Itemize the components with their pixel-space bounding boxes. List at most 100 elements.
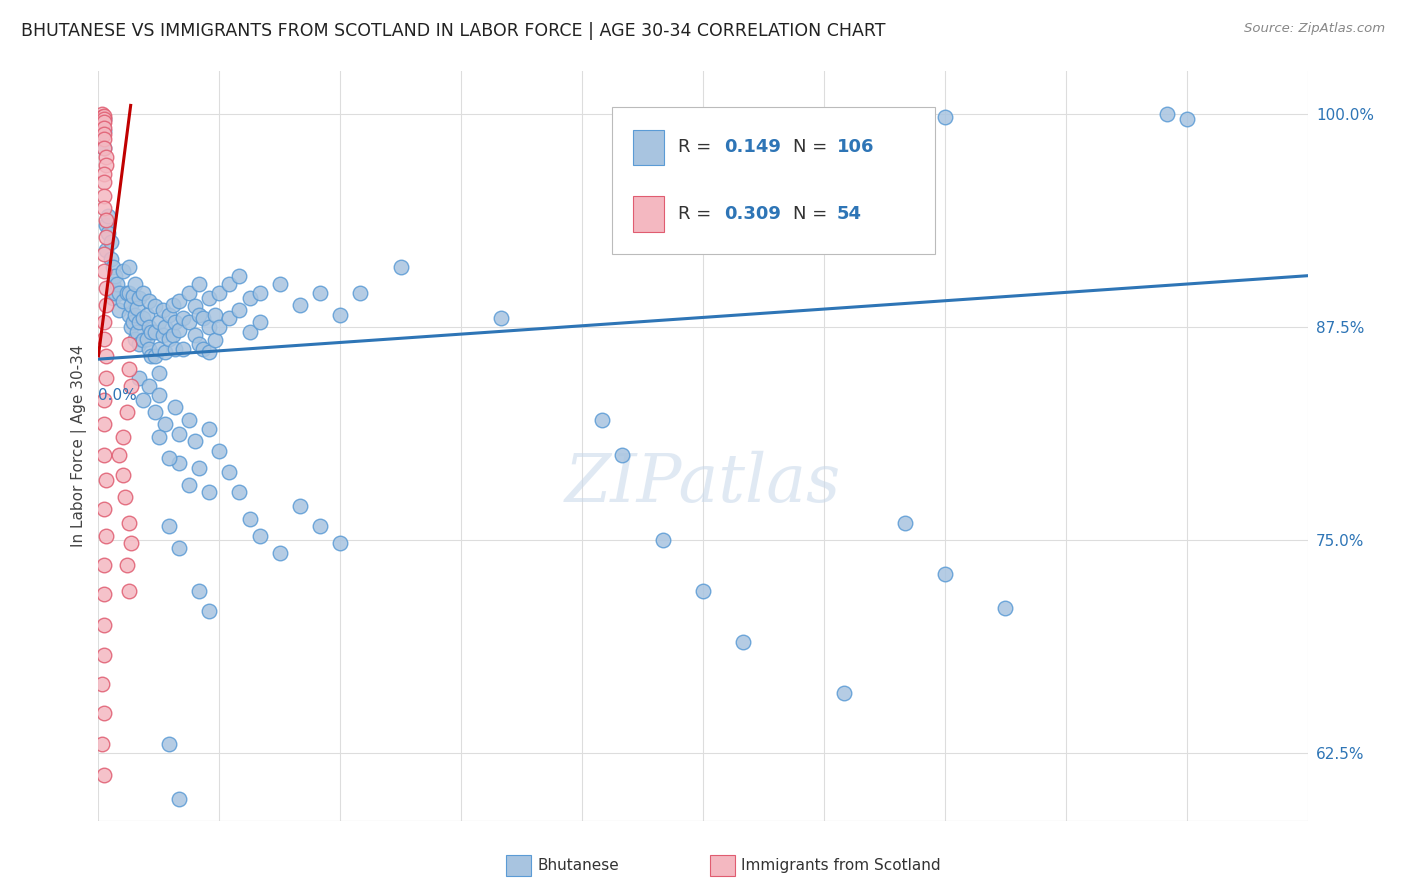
Point xyxy=(167,294,190,309)
Point xyxy=(138,319,160,334)
Point xyxy=(148,342,170,356)
Point xyxy=(93,502,115,516)
Point xyxy=(93,587,115,601)
Point xyxy=(239,325,262,339)
Point xyxy=(198,319,221,334)
Text: R =: R = xyxy=(678,205,717,223)
Point xyxy=(153,417,176,431)
Point xyxy=(107,302,129,317)
Point xyxy=(148,430,170,444)
Point xyxy=(167,541,190,556)
Point xyxy=(138,294,160,309)
Text: Bhutanese: Bhutanese xyxy=(537,858,619,872)
Point xyxy=(115,285,138,300)
Point xyxy=(128,291,150,305)
Point xyxy=(1175,112,1198,126)
Point xyxy=(91,677,114,691)
Text: Source: ZipAtlas.com: Source: ZipAtlas.com xyxy=(1244,22,1385,36)
Text: Immigrants from Scotland: Immigrants from Scotland xyxy=(741,858,941,872)
Point xyxy=(135,308,157,322)
Point xyxy=(118,285,141,300)
Point xyxy=(228,302,250,317)
Point xyxy=(184,434,207,448)
Point xyxy=(93,167,115,181)
Point xyxy=(188,583,211,598)
Point xyxy=(733,635,755,649)
Point xyxy=(157,308,180,322)
Text: 0.309: 0.309 xyxy=(724,205,780,223)
Point xyxy=(132,285,155,300)
Point xyxy=(101,277,124,292)
Point xyxy=(93,706,115,721)
Point xyxy=(96,349,118,363)
Point xyxy=(96,229,118,244)
Point xyxy=(96,473,118,487)
Point xyxy=(179,478,201,492)
Point xyxy=(167,323,190,337)
Point xyxy=(163,400,186,414)
Point xyxy=(163,342,186,356)
Point xyxy=(96,280,118,294)
Point xyxy=(93,315,115,329)
Point xyxy=(128,336,150,351)
Point xyxy=(91,117,114,131)
Point xyxy=(198,485,221,500)
Point xyxy=(132,334,155,348)
Text: ZIPatlas: ZIPatlas xyxy=(565,450,841,516)
Point xyxy=(198,345,221,359)
Text: 0.0%: 0.0% xyxy=(98,388,138,403)
Point xyxy=(121,289,143,303)
Point xyxy=(612,448,634,462)
Point xyxy=(218,465,240,479)
Point xyxy=(101,260,124,275)
Point xyxy=(138,342,160,356)
Point xyxy=(120,536,142,550)
Point xyxy=(114,490,136,504)
Point xyxy=(93,263,115,277)
Point xyxy=(163,315,186,329)
Point xyxy=(148,388,170,402)
Point xyxy=(93,120,115,135)
Point xyxy=(167,456,190,470)
Point xyxy=(172,342,194,356)
Point xyxy=(96,158,118,172)
Point xyxy=(184,328,207,343)
Point xyxy=(179,285,201,300)
Point xyxy=(148,315,170,329)
Point xyxy=(143,299,166,313)
Point xyxy=(93,141,115,155)
Point xyxy=(115,405,138,419)
Point xyxy=(118,336,141,351)
Point xyxy=(111,263,134,277)
Point xyxy=(249,529,271,543)
Point xyxy=(198,422,221,436)
Point xyxy=(491,311,513,326)
Point xyxy=(96,529,118,543)
Point xyxy=(93,112,115,126)
Point xyxy=(153,345,176,359)
Point xyxy=(692,583,714,598)
Point xyxy=(120,319,142,334)
Point xyxy=(157,519,180,533)
Point xyxy=(93,201,115,215)
Point xyxy=(143,405,166,419)
Point xyxy=(128,315,150,329)
Point xyxy=(93,617,115,632)
Point xyxy=(204,334,226,348)
Point xyxy=(97,209,120,223)
Point xyxy=(120,379,142,393)
Point xyxy=(124,277,146,292)
Point xyxy=(103,268,125,283)
Point xyxy=(91,113,114,128)
Point xyxy=(329,536,352,550)
Point xyxy=(309,285,332,300)
Point xyxy=(93,332,115,346)
Point xyxy=(239,291,262,305)
Point xyxy=(132,311,155,326)
Point xyxy=(93,246,115,260)
Y-axis label: In Labor Force | Age 30-34: In Labor Force | Age 30-34 xyxy=(72,344,87,548)
Point xyxy=(96,243,118,257)
Point xyxy=(184,299,207,313)
Point xyxy=(249,315,271,329)
Point xyxy=(138,379,160,393)
